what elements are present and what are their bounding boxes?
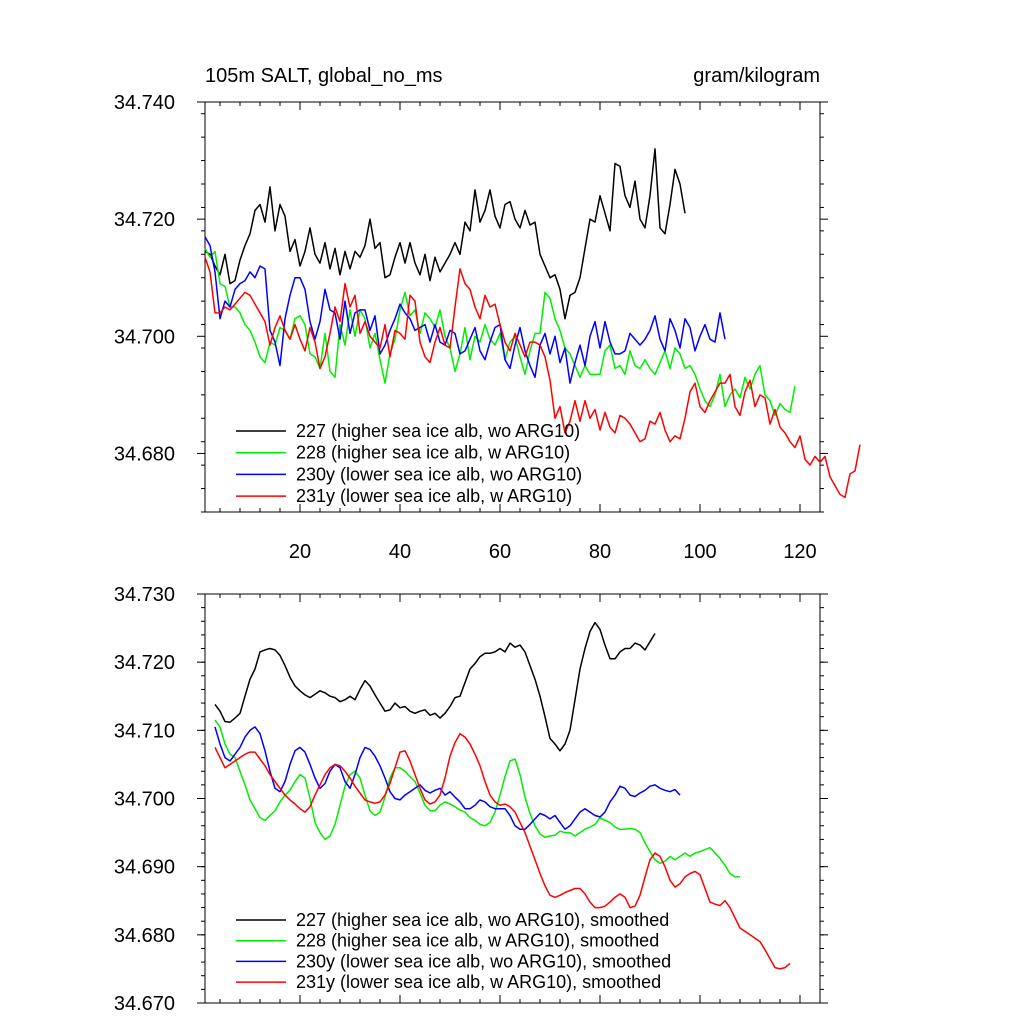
legend-label: 231y (lower sea ice alb, w ARG10) [296,486,572,506]
y-tick-label: 34.680 [114,925,175,947]
legend-label: 228 (higher sea ice alb, w ARG10), smoot… [296,931,659,951]
x-tick-label: 80 [589,541,611,563]
legend-label: 227 (higher sea ice alb, wo ARG10) [296,421,580,441]
series-line-2 [214,719,740,878]
legend-label: 231y (lower sea ice alb, w ARG10), smoot… [296,972,661,992]
legend-label: 228 (higher sea ice alb, w ARG10) [296,443,570,463]
y-tick-label: 34.680 [114,443,175,465]
series-line-3 [214,726,681,830]
x-tick-label: 40 [389,541,411,563]
y-tick-label: 34.710 [114,720,175,742]
y-tick-label: 34.720 [114,652,175,674]
y-tick-label: 34.720 [114,209,175,231]
top-panel: 105m SALT, global_no_ms gram/kilogram 20 40… [114,65,861,563]
legend-label: 230y (lower sea ice alb, wo ARG10) [296,464,582,484]
y-tick-label: 34.690 [114,857,175,879]
bottom-panel: 34.670 34.680 34.690 34.700 34.710 34.720 34.7… [114,584,828,1015]
x-tick-label: 100 [683,541,716,563]
y-tick-label: 34.700 [114,789,175,811]
series-line-1 [204,148,686,320]
y-tick-label: 34.700 [114,326,175,348]
plot-frame [204,101,821,513]
legend-label: 227 (higher sea ice alb, wo ARG10), smoo… [296,910,669,930]
series-line-4 [214,732,791,970]
y-tick-label: 34.730 [114,584,175,606]
chart-title: 105m SALT, global_no_ms [205,65,443,87]
units-label: gram/kilogram [693,65,820,87]
series-line-1 [214,621,656,752]
series-line-2 [204,248,796,417]
y-tick-label: 34.670 [114,993,175,1015]
series-line-4 [204,256,861,499]
x-tick-label: 120 [783,541,816,563]
x-tick-label: 20 [289,541,311,563]
y-tick-label: 34.740 [114,92,175,114]
x-tick-label: 60 [489,541,511,563]
series-line-3 [204,236,726,384]
legend-label: 230y (lower sea ice alb, wo ARG10), smoo… [296,951,671,971]
